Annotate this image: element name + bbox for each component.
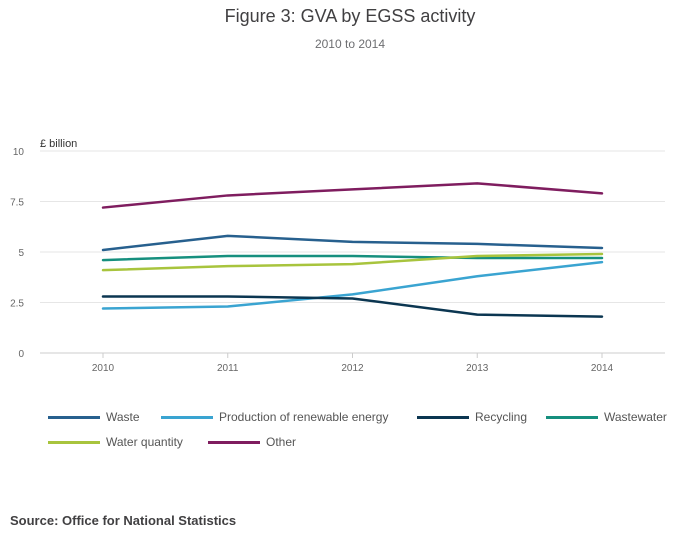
legend-swatch-recycling [417, 415, 469, 419]
y-tick-label: 2.5 [10, 299, 24, 310]
legend-swatch-wastewater [546, 415, 598, 419]
legend-label-recycling: Recycling [475, 410, 528, 424]
legend-label-water-quantity: Water quantity [106, 435, 183, 449]
chart-title: Figure 3: GVA by EGSS activity [224, 6, 476, 26]
legend-item-other[interactable]: Other [208, 434, 296, 450]
legend-label-waste: Waste [106, 410, 140, 424]
y-axis-label: £ billion [40, 138, 77, 150]
source-note: Source: Office for National Statistics [10, 513, 237, 528]
series-line-water-quantity[interactable] [101, 252, 604, 272]
legend-swatch-water-quantity [48, 440, 100, 444]
legend-swatch-waste [48, 415, 100, 419]
x-tick-label: 2014 [591, 363, 614, 374]
y-tick-label: 10 [13, 147, 25, 158]
legend-item-waste[interactable]: Waste [48, 409, 140, 425]
series-line-wastewater[interactable] [101, 254, 604, 262]
series-line-other[interactable] [101, 182, 604, 209]
line-chart: 0 2.5 5 7.5 10 2010 2011 2012 2013 2014 £ billion [10, 138, 665, 374]
legend-item-wastewater[interactable]: Wastewater [546, 409, 667, 425]
legend-swatch-renewable-energy [161, 415, 213, 419]
legend-item-recycling[interactable]: Recycling [417, 409, 527, 425]
series-lines [101, 182, 604, 318]
x-tick-label: 2013 [466, 363, 489, 374]
chart-subtitle: 2010 to 2014 [314, 37, 386, 51]
legend-item-water-quantity[interactable]: Water quantity [48, 434, 183, 450]
gridlines [40, 150, 665, 303]
x-tick-label: 2010 [92, 363, 115, 374]
series-line-production-of-renewable-energy[interactable] [101, 260, 604, 310]
y-tick-label: 0 [18, 349, 24, 360]
x-tick-label: 2011 [217, 363, 239, 374]
series-line-waste[interactable] [101, 234, 604, 252]
y-tick-label: 5 [18, 248, 24, 259]
legend-swatch-other [208, 440, 260, 444]
y-tick-label: 7.5 [10, 198, 24, 209]
legend-label-other: Other [266, 435, 297, 449]
legend-item-renewable-energy[interactable]: Production of renewable energy [161, 409, 388, 425]
legend-label-wastewater: Wastewater [604, 410, 667, 424]
axes: 0 2.5 5 7.5 10 2010 2011 2012 2013 2014 £ billion [10, 138, 665, 374]
x-tick-label: 2012 [341, 363, 364, 374]
legend-label-renewable-energy: Production of renewable energy [219, 410, 389, 424]
series-line-recycling[interactable] [101, 295, 604, 318]
